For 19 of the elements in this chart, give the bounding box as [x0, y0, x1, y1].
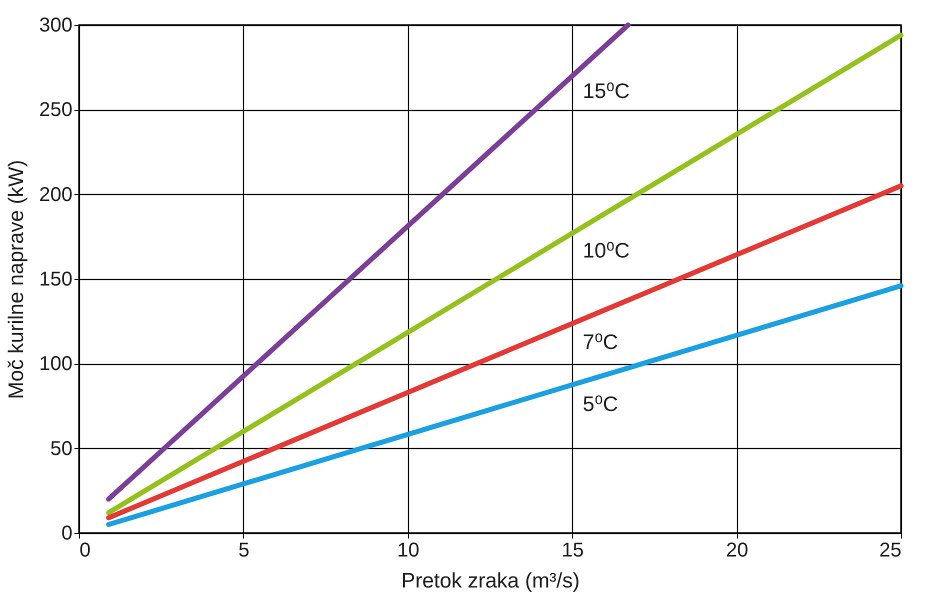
- x-tick-label: 25: [879, 540, 902, 562]
- y-tick-label: 150: [39, 268, 72, 290]
- series-label: 10⁰C: [582, 239, 630, 262]
- y-tick-label: 200: [39, 184, 72, 206]
- series-label: 15⁰C: [582, 80, 630, 104]
- x-tick-label: 10: [397, 540, 420, 562]
- x-axis-title: Pretok zraka (m³/s): [401, 570, 580, 592]
- y-tick-label: 50: [50, 438, 72, 460]
- x-tick-label: 15: [562, 540, 584, 562]
- y-tick-label: 250: [39, 99, 72, 122]
- x-tick-label: 5: [238, 540, 250, 562]
- x-tick-label: 0: [80, 540, 91, 562]
- series-label: 5⁰C: [582, 392, 618, 416]
- y-tick-label: 100: [39, 353, 72, 376]
- series-label: 7⁰C: [582, 330, 618, 354]
- y-axis-title: Moč kurilne naprave (kW): [5, 160, 28, 400]
- y-tick-label: 300: [39, 14, 72, 36]
- x-tick-label: 20: [726, 540, 748, 562]
- y-tick-label: 0: [61, 522, 72, 544]
